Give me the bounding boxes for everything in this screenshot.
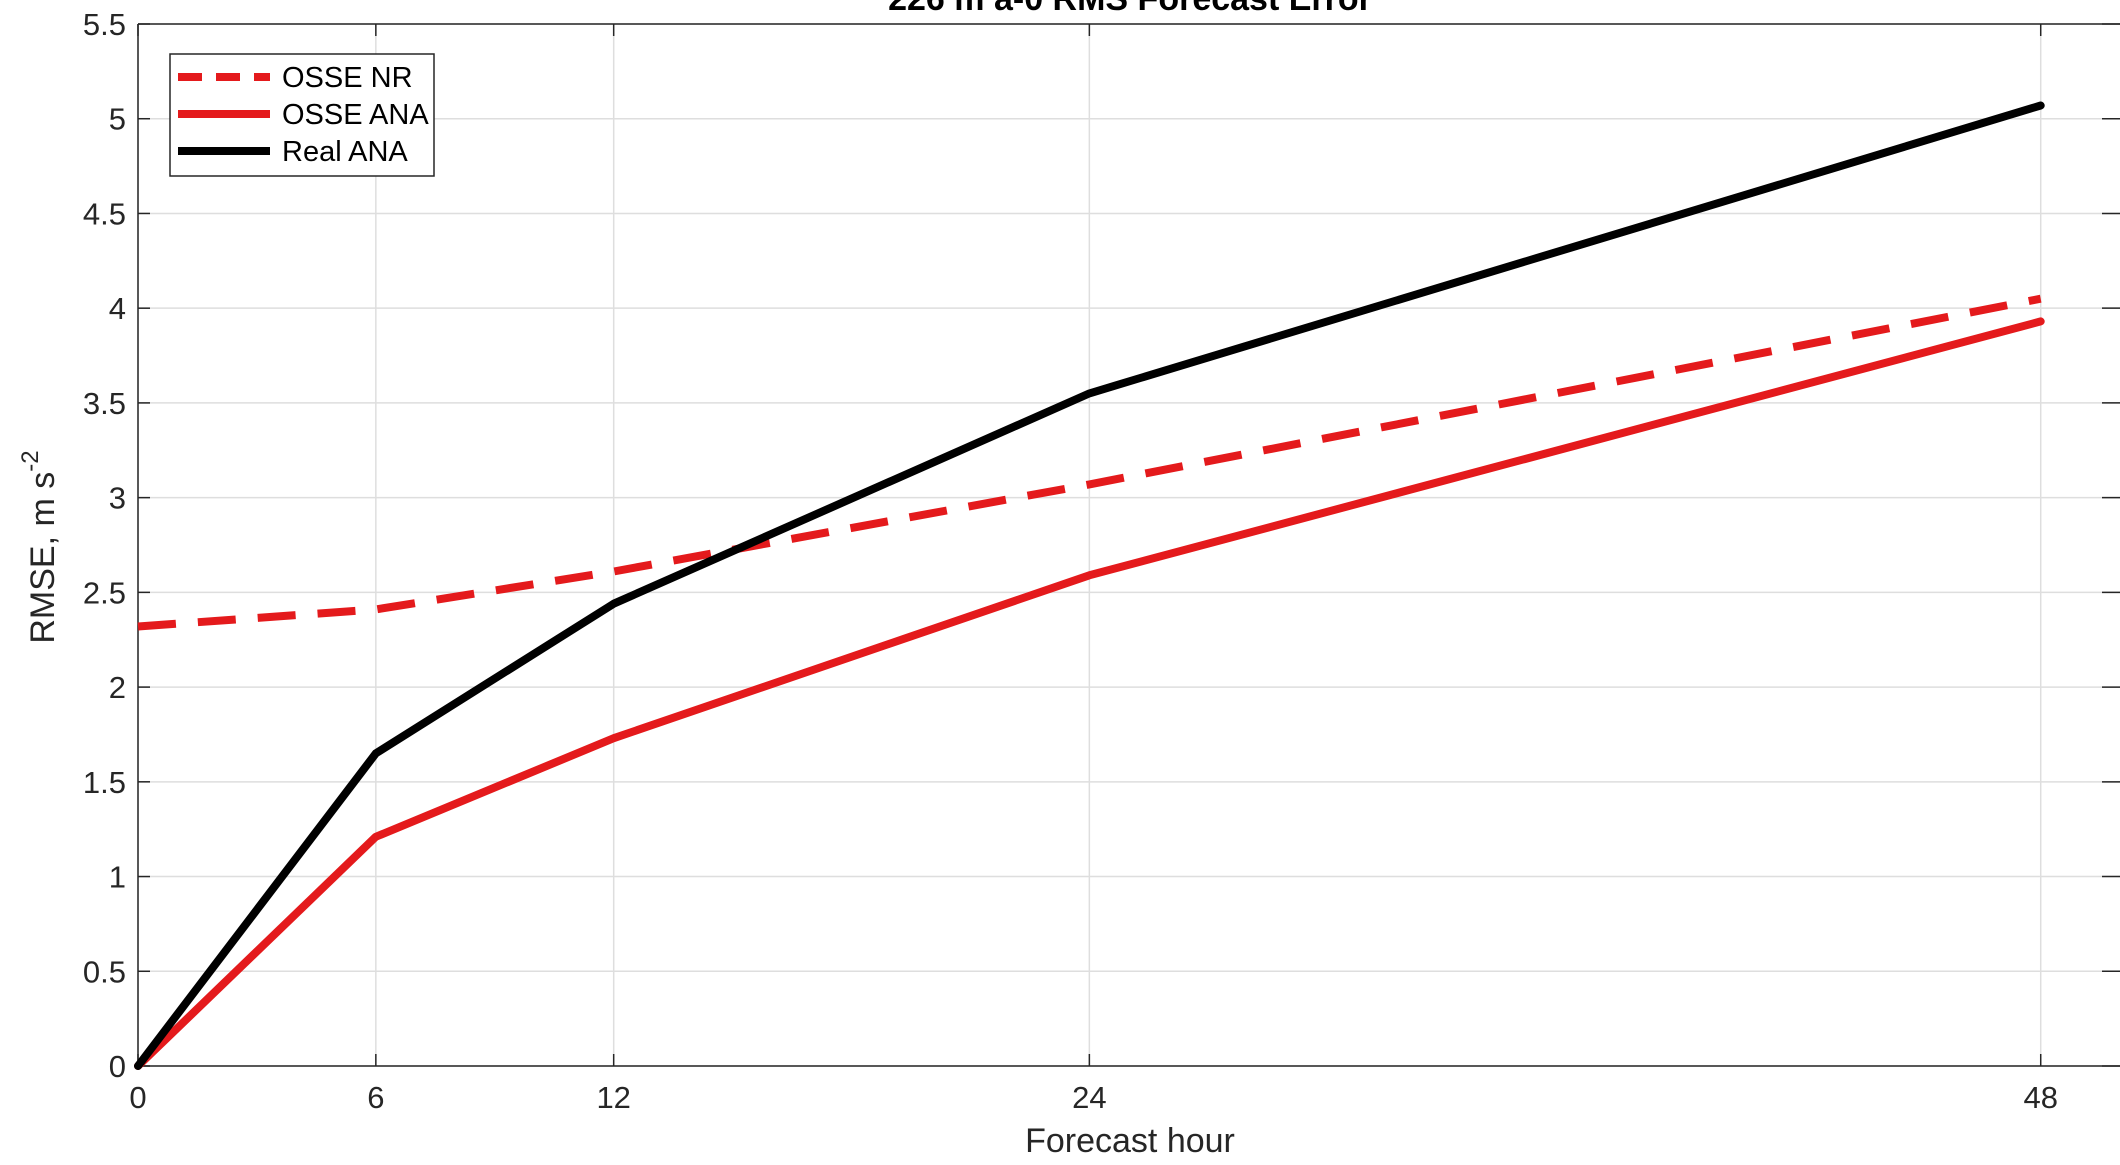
legend: OSSE NR OSSE ANA Real ANA [169, 53, 435, 177]
legend-label-real-ana: Real ANA [282, 136, 408, 168]
y-tick-label: 4.5 [83, 196, 126, 231]
y-tick-label: 0.5 [83, 954, 126, 989]
grid-lines [137, 23, 2120, 1067]
x-tick-label: 48 [2023, 1080, 2057, 1115]
y-tick-label: 5.5 [83, 7, 126, 42]
series-line-osse-nr [137, 294, 2042, 631]
x-tick-label: 6 [367, 1080, 384, 1115]
y-tick-label: 3.5 [83, 386, 126, 421]
x-axis-label: Forecast hour [1025, 1122, 1235, 1160]
x-tick-label: 0 [129, 1080, 146, 1115]
y-tick-label: 1 [109, 860, 126, 895]
plot-area [138, 24, 2120, 1066]
axes: 0 6 12 24 48 0 0.5 1 1.5 2 2.5 3 3.5 4 4.5 5 5.5 [83, 7, 2120, 1115]
legend-label-osse-ana: OSSE ANA [282, 99, 429, 131]
y-tick-label: 0 [109, 1049, 126, 1084]
x-tick-label: 12 [596, 1080, 630, 1115]
y-tick-label: 2.5 [83, 575, 126, 610]
legend-label-osse-nr: OSSE NR [282, 62, 413, 94]
series-lines [134, 101, 2045, 1070]
y-axis-label-exponent: -2 [17, 450, 44, 471]
y-tick-label: 1.5 [83, 765, 126, 800]
y-tick-label: 5 [109, 102, 126, 137]
x-tick-label: 24 [1072, 1080, 1106, 1115]
chart-title: 226 m a-0 RMS Forecast Error [888, 0, 1372, 18]
y-tick-label: 2 [109, 670, 126, 705]
series-line-osse-ana [134, 317, 2045, 1070]
y-axis-label: RMSE, m s-2 [17, 450, 62, 643]
y-tick-label: 3 [109, 481, 126, 516]
y-tick-label: 4 [109, 291, 126, 326]
series-line-real-ana [134, 101, 2045, 1070]
y-axis-label-main: RMSE, m s [24, 472, 62, 644]
